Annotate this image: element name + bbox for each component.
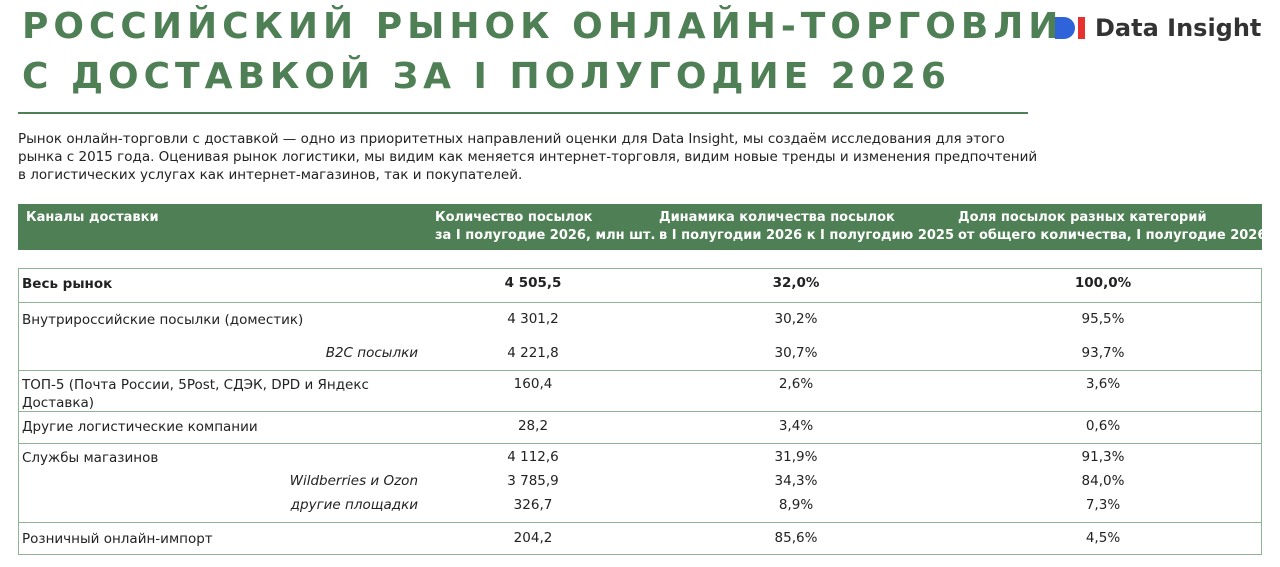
row-divider xyxy=(18,522,1262,523)
cell-value: 32,0% xyxy=(772,275,820,291)
row-divider xyxy=(18,411,1262,412)
cell-value: 34,3% xyxy=(774,473,818,489)
row-label: Службы магазинов xyxy=(22,450,159,466)
cell-value: 93,7% xyxy=(1081,345,1125,361)
row-divider xyxy=(18,370,1262,371)
cell-value: 326,7 xyxy=(513,497,553,513)
cell-value: 4 301,2 xyxy=(507,311,559,327)
logo-text: Data Insight xyxy=(1095,14,1262,42)
row-label: Весь рынок xyxy=(22,276,113,292)
logo-icon xyxy=(1055,17,1085,39)
title-line: РОССИЙСКИЙ РЫНОК ОНЛАЙН-ТОРГОВЛИ xyxy=(22,6,1064,47)
column-header: Доля посылок разных категорий xyxy=(958,210,1207,225)
column-header: за I полугодие 2026, млн шт. xyxy=(435,228,656,243)
column-header: в I полугодии 2026 к I полугодию 2025 xyxy=(659,228,954,243)
cell-value: 100,0% xyxy=(1074,275,1132,291)
intro-line: в логистических услугах как интернет-маг… xyxy=(18,167,523,183)
cell-value: 30,2% xyxy=(774,311,818,327)
row-label: Розничный онлайн-импорт xyxy=(22,531,213,547)
cell-value: 7,3% xyxy=(1085,497,1121,513)
cell-value: 3,4% xyxy=(778,418,814,434)
row-divider xyxy=(18,443,1262,444)
cell-value: 4 112,6 xyxy=(507,449,559,465)
cell-value: 28,2 xyxy=(517,418,549,434)
column-header: Количество посылок xyxy=(435,210,593,225)
cell-value: 95,5% xyxy=(1081,311,1125,327)
row-label: Внутрироссийские посылки (доместик) xyxy=(22,312,304,328)
row-label: Wildberries и Ozon xyxy=(289,473,418,489)
cell-value: 3 785,9 xyxy=(507,473,559,489)
cell-value: 30,7% xyxy=(774,345,818,361)
column-header: от общего количества, I полугодие 2026 xyxy=(958,228,1267,243)
cell-value: 4,5% xyxy=(1085,530,1121,546)
column-header: Динамика количества посылок xyxy=(659,210,895,225)
cell-value: 4 505,5 xyxy=(504,275,562,291)
title-rule xyxy=(18,112,1028,114)
intro-line: рынка с 2015 года. Оценивая рынок логист… xyxy=(18,149,1038,165)
cell-value: 84,0% xyxy=(1081,473,1125,489)
cell-value: 3,6% xyxy=(1085,376,1121,392)
cell-value: 31,9% xyxy=(774,449,818,465)
table-header xyxy=(18,204,1262,250)
column-header: Каналы доставки xyxy=(26,210,159,225)
cell-value: 85,6% xyxy=(774,530,818,546)
row-divider xyxy=(18,302,1262,303)
cell-value: 91,3% xyxy=(1081,449,1125,465)
intro-line: Рынок онлайн-торговли с доставкой — одно… xyxy=(18,131,1005,147)
cell-value: 8,9% xyxy=(778,497,814,513)
cell-value: 160,4 xyxy=(513,376,553,392)
row-label: Другие логистические компании xyxy=(22,419,258,435)
cell-value: 0,6% xyxy=(1085,418,1121,434)
cell-value: 2,6% xyxy=(778,376,814,392)
cell-value: 4 221,8 xyxy=(507,345,559,361)
cell-value: 204,2 xyxy=(513,530,553,546)
row-label: ТОП-5 (Почта России, 5Post, СДЭК, DPD и … xyxy=(22,377,369,411)
title-line: С ДОСТАВКОЙ ЗА I ПОЛУГОДИЕ 2026 xyxy=(22,56,951,97)
row-label: B2C посылки xyxy=(325,345,418,361)
row-label: другие площадки xyxy=(290,497,418,513)
